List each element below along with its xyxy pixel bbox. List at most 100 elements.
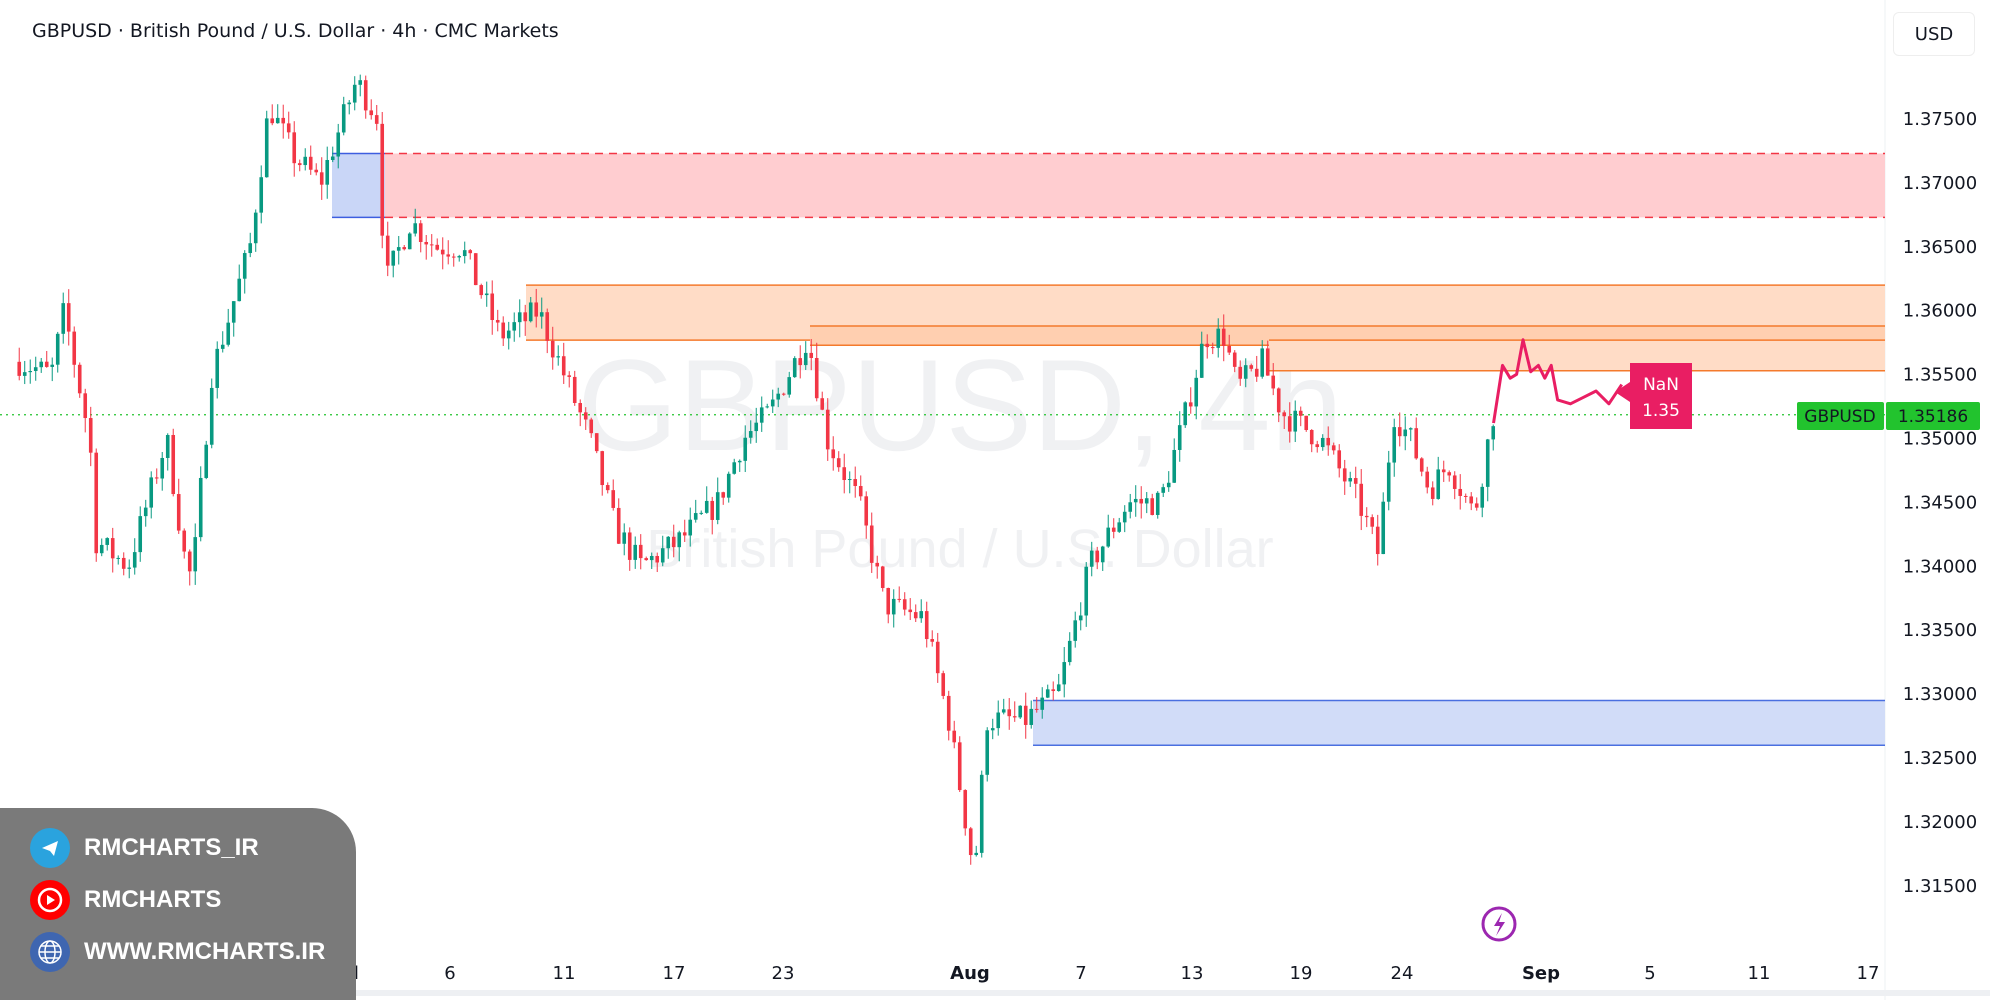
candle-body [787,377,792,395]
candle-body [160,457,165,479]
candle-body [1265,348,1270,376]
youtube-icon [30,880,70,920]
candle-body [83,393,88,419]
candle-body [303,156,308,166]
forecast-label-line1: NaN [1643,375,1679,395]
candle-body [110,538,115,559]
candle-body [292,132,297,164]
candle-body [836,458,841,468]
candle-body [1238,366,1243,379]
lightning-icon[interactable] [1481,906,1517,942]
telegram-link[interactable]: RMCHARTS_IR [30,828,259,868]
candle-body [50,364,55,367]
website-link[interactable]: WWW.RMCHARTS.IR [30,932,325,972]
candle-body [1463,495,1468,497]
candle-body [187,551,192,572]
candle-body [132,552,137,568]
candle-body [215,348,220,388]
candle-body [880,566,885,589]
youtube-link[interactable]: RMCHARTS [30,880,221,920]
time-tick-label: 24 [1391,963,1414,984]
telegram-label: RMCHARTS_IR [84,834,259,861]
candle-body [605,485,610,491]
candle-body [165,434,170,458]
forecast-label-line2: 1.35 [1642,401,1680,421]
candle-body [1221,328,1226,346]
candle-body [1480,486,1485,508]
candle-body [556,356,561,358]
forecast-path [1492,338,1623,424]
current-price-label: GBPUSD 1.35186 [1797,402,1980,430]
candle-body [138,516,143,553]
candle-body [1403,429,1408,437]
candle-body [33,367,38,372]
time-tick-label: 7 [1075,963,1086,984]
candle-body [1254,368,1259,377]
candle-body [1436,469,1441,499]
candle-body [1276,388,1281,413]
demand-zone-blue[interactable] [1033,700,1885,746]
candle-body [842,467,847,481]
candle-body [957,742,962,791]
candle-body [583,412,588,420]
candle-body [930,639,935,642]
candle-body [963,790,968,829]
candle-body [319,172,324,185]
time-tick-label: 13 [1181,963,1204,984]
candle-body [968,828,973,856]
candle-body [1458,488,1463,496]
candle-body [743,437,748,461]
candle-body [1045,689,1050,698]
candle-body [380,123,385,236]
candle-body [567,375,572,377]
candle-body [820,398,825,410]
candle-body [732,462,737,474]
candle-body [396,247,401,251]
candle-body [1144,498,1149,504]
candle-body [1018,705,1023,718]
candle-body [688,519,693,536]
candle-body [1117,522,1122,532]
candle-body [369,110,374,116]
candle-body [297,163,302,166]
candle-body [1034,708,1039,710]
candle-body [1364,515,1369,518]
candle-body [776,393,781,400]
candle-body [578,402,583,413]
candle-body [1210,347,1215,349]
candle-body [952,730,957,743]
candle-body [451,256,456,258]
candle-body [347,102,352,105]
currency-button[interactable]: USD [1893,12,1975,56]
candle-body [1452,475,1457,489]
supply-zone-red[interactable] [385,153,1885,218]
price-tick-label: 1.36500 [1903,237,1977,258]
resistance-zone-orange-3[interactable] [1269,340,1885,371]
candle-body [1320,437,1325,448]
candle-body [314,169,319,173]
price-tick-label: 1.33000 [1903,684,1977,705]
candle-body [94,452,99,554]
candle-body [858,486,863,497]
candle-body [1133,498,1138,503]
candle-body [825,409,830,450]
time-tick-label: Sep [1522,963,1560,984]
candle-body [864,496,869,526]
candle-body [798,358,803,366]
price-axis[interactable]: 1.37500 1.37000 1.36500 1.36000 1.35500 1.350… [1903,109,1977,897]
candle-body [253,212,258,244]
order-block-blue-small[interactable] [332,153,385,218]
candle-body [281,117,286,124]
forecast-label: NaN 1.35 [1615,363,1692,429]
candle-body [1337,450,1342,469]
candle-body [726,473,731,498]
time-tick-label: 5 [1644,963,1655,984]
time-tick-label: 17 [663,963,686,984]
candle-body [286,123,291,133]
candle-body [149,477,154,508]
candle-body [1370,517,1375,527]
price-tick-label: 1.34500 [1903,492,1977,513]
candle-body [325,160,330,185]
candle-body [457,256,462,258]
